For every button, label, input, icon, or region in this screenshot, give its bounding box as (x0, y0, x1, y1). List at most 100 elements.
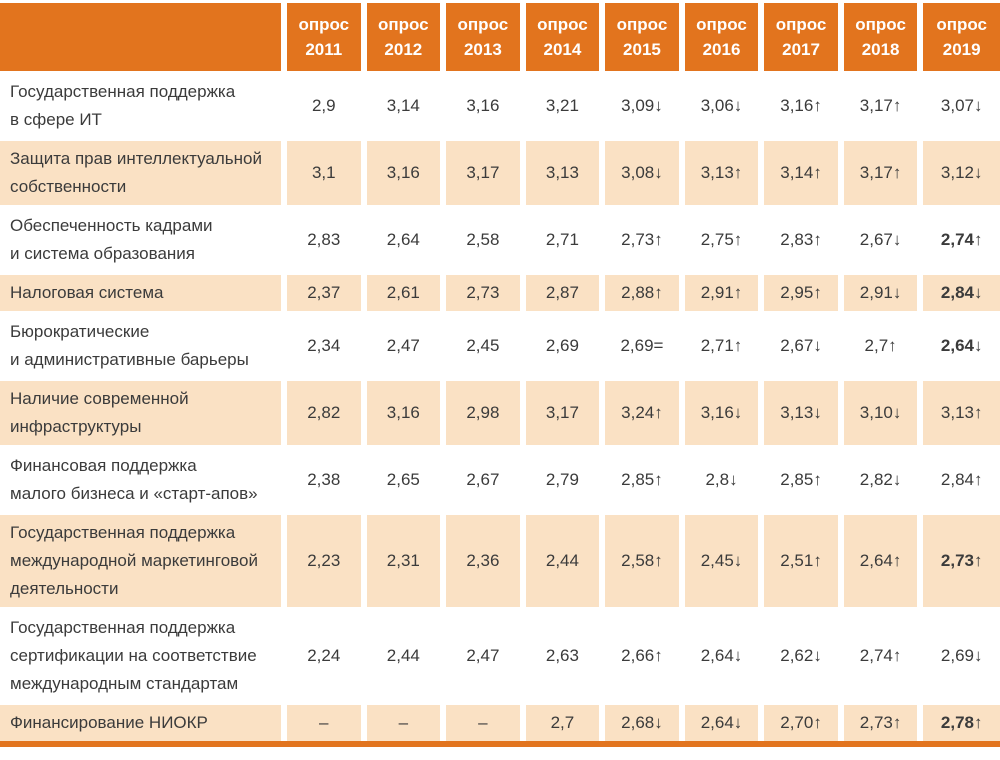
value-cell: 3,16 (363, 139, 447, 207)
table-row: Налоговая система 2,37 2,61 2,73 2,87 2,88↑ 2,… (0, 273, 1000, 313)
column-header-label: опрос (696, 15, 747, 34)
value-cell: 2,75↑ (681, 206, 765, 274)
column-header-2014: опрос 2014 (522, 3, 606, 73)
table-row: Обеспеченность кадрами и система образов… (0, 206, 1000, 274)
value-cell: 2,44 (522, 513, 606, 609)
value-cell: 2,64↓ (681, 608, 765, 704)
column-header-2013: опрос 2013 (443, 3, 526, 73)
column-header-year: 2017 (782, 40, 820, 59)
value-cell: 2,73 (443, 273, 526, 313)
row-label: Бюрократические и административные барье… (0, 312, 287, 380)
value-cell: 3,24↑ (602, 379, 685, 447)
header-row: опрос 2011 опрос 2012 опрос 2013 опрос 2014 … (0, 3, 1000, 73)
row-label: Государственная поддержка в сфере ИТ (0, 72, 287, 140)
value-cell: 2,67 (443, 446, 526, 514)
value-cell: 2,68↓ (602, 703, 685, 747)
value-cell: 2,85↑ (761, 446, 844, 514)
value-cell: 3,1 (284, 139, 367, 207)
value-cell: 2,45↓ (681, 513, 765, 609)
value-cell: 2,87 (522, 273, 606, 313)
value-cell: 2,95↑ (761, 273, 844, 313)
table-row: Финансирование НИОКР – – –2,7 2,68↓ 2,64↓ 2,70… (0, 703, 1000, 747)
table-row: Государственная поддержка сертификации н… (0, 608, 1000, 704)
value-cell: 2,34 (284, 312, 367, 380)
column-header-year: 2011 (305, 40, 343, 59)
value-cell: 2,83↑ (761, 206, 844, 274)
value-cell: 2,37 (284, 273, 367, 313)
column-header-2019: опрос 2019 (920, 3, 1000, 73)
value-cell: 2,38 (284, 446, 367, 514)
column-header-2012: опрос 2012 (363, 3, 447, 73)
column-header-year: 2016 (702, 40, 741, 59)
table-row: Государственная поддержка в сфере ИТ 2,9 3… (0, 72, 1000, 140)
value-cell: 2,23 (284, 513, 367, 609)
value-cell: 2,70↑ (761, 703, 844, 747)
value-cell: 2,62↓ (761, 608, 844, 704)
value-cell: 3,14 (363, 72, 447, 140)
column-header-label: опрос (616, 15, 668, 34)
value-cell: 3,13↑ (681, 139, 765, 207)
value-cell: 3,09↓ (602, 72, 685, 140)
value-cell: 2,69↓ (920, 608, 1000, 704)
value-cell: 3,16↑ (761, 72, 844, 140)
column-header-year: 2014 (543, 40, 582, 59)
value-cell: 2,58 (443, 206, 526, 274)
column-header-year: 2015 (623, 40, 661, 59)
value-cell: 3,21 (522, 72, 606, 140)
row-label: Обеспеченность кадрами и система образов… (0, 206, 287, 274)
value-cell: 2,8↓ (681, 446, 765, 514)
value-cell: 3,10↓ (840, 379, 924, 447)
table-row: Государственная поддержка международной … (0, 513, 1000, 609)
value-cell: 2,71↑ (681, 312, 765, 380)
row-label: Государственная поддержка международной … (0, 513, 287, 609)
column-header-year: 2019 (942, 40, 981, 59)
value-cell: 2,64↓ (920, 312, 1000, 380)
value-cell: 2,73↑ (602, 206, 685, 274)
value-cell: 3,13 (522, 139, 606, 207)
row-label: Наличие современной инфраструктуры (0, 379, 287, 447)
value-cell: 2,47 (363, 312, 447, 380)
value-cell: 2,71 (522, 206, 606, 274)
value-cell: 2,83 (284, 206, 367, 274)
table-body: Государственная поддержка в сфере ИТ 2,9 3… (0, 72, 1000, 747)
value-cell: 2,45 (443, 312, 526, 380)
value-cell: 3,16↓ (681, 379, 765, 447)
column-header-label: опрос (537, 15, 588, 34)
value-cell: 2,88↑ (602, 273, 685, 313)
column-header-label: опрос (855, 15, 906, 34)
value-cell: 2,69 (522, 312, 606, 380)
survey-results-table: опрос 2011 опрос 2012 опрос 2013 опрос 2014 … (0, 3, 1000, 747)
value-cell: 2,84↑ (920, 446, 1000, 514)
value-cell: 2,44 (363, 608, 447, 704)
value-cell: 3,16 (443, 72, 526, 140)
value-cell: 3,12↓ (920, 139, 1000, 207)
row-label: Защита прав интеллектуальной собственнос… (0, 139, 287, 207)
value-cell: 2,66↑ (602, 608, 685, 704)
table-row: Защита прав интеллектуальной собственнос… (0, 139, 1000, 207)
value-cell: 2,67↓ (761, 312, 844, 380)
column-header-2018: опрос 2018 (840, 3, 924, 73)
row-label: Финансовая поддержка малого бизнеса и «с… (0, 446, 287, 514)
value-cell: 2,7↑ (840, 312, 924, 380)
column-header-label: опрос (936, 15, 988, 34)
column-header-label: опрос (298, 15, 350, 34)
value-cell: 3,06↓ (681, 72, 765, 140)
corner-header-cell (0, 3, 287, 73)
value-cell: 3,13↑ (920, 379, 1000, 447)
value-cell: 3,07↓ (920, 72, 1000, 140)
column-header-2017: опрос 2017 (761, 3, 844, 73)
row-label: Финансирование НИОКР (0, 703, 287, 747)
value-cell: 2,63 (522, 608, 606, 704)
table-row: Бюрократические и административные барье… (0, 312, 1000, 380)
value-cell: 3,17↑ (840, 72, 924, 140)
value-cell: 2,36 (443, 513, 526, 609)
column-header-label: опрос (775, 15, 827, 34)
value-cell: – (284, 703, 367, 747)
value-cell: 2,64↓ (681, 703, 765, 747)
value-cell: 2,91↓ (840, 273, 924, 313)
value-cell: 2,79 (522, 446, 606, 514)
value-cell: 2,74↑ (840, 608, 924, 704)
value-cell: – (443, 703, 526, 747)
column-header-2011: опрос 2011 (284, 3, 367, 73)
value-cell: 2,69= (602, 312, 685, 380)
